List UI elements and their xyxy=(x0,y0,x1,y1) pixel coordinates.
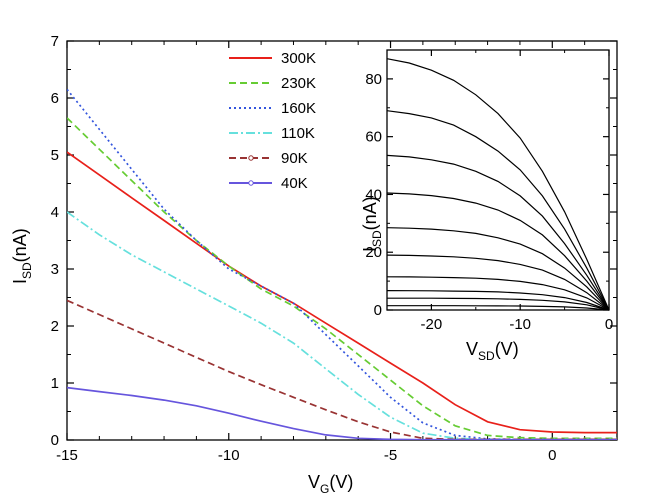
inset-curve-10 xyxy=(387,305,610,311)
main-series-group xyxy=(67,88,617,440)
x-tick-label: -5 xyxy=(384,447,397,464)
legend-label-90K: 90K xyxy=(281,150,308,167)
y-tick-label: 4 xyxy=(51,204,59,221)
main-axis-ticks: 0 1 2 3 4 5 6 7 -15 -10 -5 0 xyxy=(51,33,618,464)
inset-x-axis-title: VSD(V) xyxy=(466,339,519,363)
legend-marker-90K xyxy=(248,155,254,161)
inset-plot-frame xyxy=(386,49,610,311)
series-line-300K xyxy=(67,151,617,434)
inset-curve-9 xyxy=(387,297,610,311)
x-tick-label: -10 xyxy=(218,447,240,464)
y-tick-label: 5 xyxy=(51,147,59,164)
main-y-axis-title: ISD(nA) xyxy=(10,228,34,284)
x-tick-label: -15 xyxy=(56,447,78,464)
y-tick-label: 3 xyxy=(51,261,59,278)
inset-axis-ticks: 0 20 40 60 80 -20 -10 0 xyxy=(365,50,613,333)
inset-y-tick-label: 60 xyxy=(365,129,382,146)
inset-curve-7 xyxy=(386,276,610,311)
x-tick-label: 0 xyxy=(548,447,556,464)
legend-marker-40K xyxy=(248,180,254,186)
inset-curve-4 xyxy=(386,192,610,311)
inset-y-axis-title: ISD(nA) xyxy=(360,196,384,252)
legend: 300K 230K 160K 110K 90K 40K xyxy=(229,50,316,192)
inset-y-tick-label: 40 xyxy=(365,186,382,203)
inset-y-tick-label: 0 xyxy=(374,302,382,319)
inset-curve-1 xyxy=(386,58,610,311)
inset-x-tick-label: 0 xyxy=(605,316,613,333)
series-line-90K xyxy=(67,299,617,440)
y-tick-label: 0 xyxy=(51,432,59,449)
inset-series-group xyxy=(386,58,610,311)
series-line-40K xyxy=(67,386,617,440)
inset-curve-2 xyxy=(386,110,610,311)
inset-y-tick-label: 80 xyxy=(365,71,382,88)
legend-label-230K: 230K xyxy=(281,75,316,92)
main-x-axis-title: VG(V) xyxy=(308,472,353,496)
y-tick-label: 2 xyxy=(51,318,59,335)
legend-label-300K: 300K xyxy=(281,50,316,67)
inset-y-tick-label: 20 xyxy=(365,244,382,261)
legend-label-40K: 40K xyxy=(281,175,308,192)
series-line-230K xyxy=(67,117,617,440)
inset-x-tick-label: -10 xyxy=(509,316,531,333)
inset-curve-6 xyxy=(386,254,610,311)
legend-label-110K: 110K xyxy=(281,125,315,142)
y-tick-label: 7 xyxy=(51,33,59,50)
inset-curve-5 xyxy=(386,227,610,311)
legend-label-160K: 160K xyxy=(281,100,316,117)
y-tick-label: 6 xyxy=(51,90,59,107)
y-tick-label: 1 xyxy=(51,375,59,392)
inset-curve-8 xyxy=(386,290,610,311)
inset-x-tick-label: -20 xyxy=(421,316,443,333)
inset-curve-3 xyxy=(386,154,610,311)
